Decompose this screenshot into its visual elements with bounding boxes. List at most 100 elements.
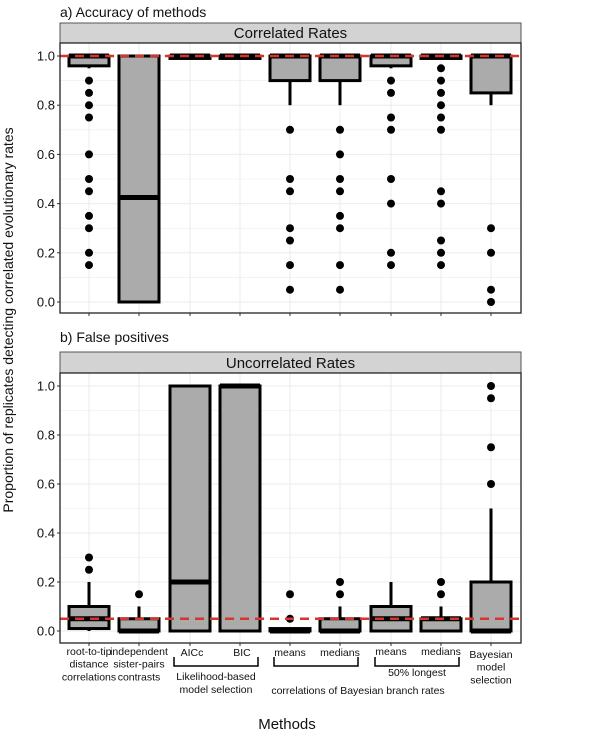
y-tick-label: 0.4 xyxy=(37,196,55,211)
group-label: 50% longest xyxy=(388,667,446,679)
x-tick-label: medians xyxy=(421,646,461,658)
x-tick-label: root-to-tip xyxy=(67,646,112,658)
panel-border xyxy=(59,372,522,644)
outlier-point xyxy=(85,175,93,183)
y-tick-label: 0.2 xyxy=(37,575,55,590)
outlier-point xyxy=(437,187,445,196)
outlier-point xyxy=(387,199,395,208)
y-tick-label: 0.6 xyxy=(37,477,55,492)
outlier-point xyxy=(437,88,445,97)
outlier-point xyxy=(437,113,445,122)
outlier-point xyxy=(487,224,495,233)
outlier-point xyxy=(387,88,395,97)
outlier-point xyxy=(437,101,445,110)
outlier-point xyxy=(487,382,495,390)
outlier-point xyxy=(437,590,445,599)
x-tick-label: BIC xyxy=(233,647,251,659)
outlier-point xyxy=(336,125,344,134)
panel-border xyxy=(59,42,522,314)
y-tick-label: 0.8 xyxy=(37,98,55,113)
outlier-point xyxy=(336,578,344,586)
outlier-point xyxy=(85,187,93,196)
outlier-point xyxy=(336,285,344,294)
outlier-point xyxy=(286,285,294,294)
outlier-point xyxy=(437,76,445,85)
x-axis-title: Methods xyxy=(258,716,316,733)
outlier-point xyxy=(85,261,93,270)
y-tick-label: 0.2 xyxy=(37,245,55,260)
outlier-point xyxy=(387,175,395,183)
outlier-point xyxy=(437,199,445,208)
outlier-point xyxy=(487,443,495,452)
outlier-point xyxy=(85,211,93,220)
outlier-point xyxy=(336,590,344,599)
outlier-point xyxy=(286,224,294,233)
y-axis-title: Proportion of replicates detecting corre… xyxy=(0,127,16,512)
group-bracket xyxy=(374,657,460,667)
outlier-point xyxy=(286,261,294,270)
x-tick-label: correlations xyxy=(62,671,116,683)
outlier-point xyxy=(437,578,445,586)
outlier-point xyxy=(487,298,495,306)
outlier-point xyxy=(135,590,143,599)
strip-label: Correlated Rates xyxy=(234,25,347,42)
box xyxy=(117,54,161,304)
outlier-point xyxy=(437,261,445,270)
x-tick-label: sister-pairs xyxy=(113,659,164,671)
x-tick-label: means xyxy=(274,647,306,659)
outlier-point xyxy=(286,590,294,599)
y-tick-label: 0.4 xyxy=(37,526,55,541)
outlier-point xyxy=(387,113,395,122)
outlier-point xyxy=(85,76,93,85)
x-tick-label: selection xyxy=(470,674,512,686)
x-tick-label: distance xyxy=(69,659,108,671)
outlier-point xyxy=(437,236,445,245)
box xyxy=(168,384,212,633)
strip-label: Uncorrelated Rates xyxy=(226,355,355,372)
outlier-point xyxy=(487,394,495,403)
outlier-point xyxy=(336,150,344,159)
group-label: model selection xyxy=(180,684,253,696)
y-tick-label: 0.0 xyxy=(37,295,55,310)
outlier-point xyxy=(437,125,445,134)
group-bracket xyxy=(173,657,259,667)
y-tick-label: 1.0 xyxy=(37,49,55,64)
x-tick-label: AICc xyxy=(181,647,204,659)
outlier-point xyxy=(286,125,294,134)
outlier-point xyxy=(85,113,93,122)
x-tick-label: model xyxy=(477,662,506,674)
y-tick-label: 0.8 xyxy=(37,428,55,443)
outlier-point xyxy=(286,187,294,196)
outlier-point xyxy=(387,261,395,270)
outlier-point xyxy=(85,248,93,257)
outlier-point xyxy=(336,261,344,270)
box xyxy=(268,54,312,83)
x-tick-label: means xyxy=(375,646,407,658)
outlier-point xyxy=(85,150,93,159)
outlier-point xyxy=(387,76,395,85)
group-bracket xyxy=(273,657,359,667)
outlier-point xyxy=(85,553,93,562)
box xyxy=(318,54,362,83)
outlier-point xyxy=(85,101,93,110)
y-tick-label: 1.0 xyxy=(37,379,55,394)
box xyxy=(218,384,262,633)
x-tick-label: independent xyxy=(110,646,168,658)
outlier-point xyxy=(437,248,445,257)
y-tick-label: 0.6 xyxy=(37,147,55,162)
outlier-point xyxy=(437,64,445,73)
box xyxy=(469,54,513,95)
x-tick-label: medians xyxy=(320,647,360,659)
outlier-point xyxy=(487,285,495,294)
x-tick-label: Bayesian xyxy=(469,649,512,661)
outlier-point xyxy=(487,480,495,488)
outlier-point xyxy=(85,88,93,97)
panel-title: b) False positives xyxy=(60,329,169,345)
outlier-point xyxy=(85,565,93,574)
outlier-point xyxy=(336,224,344,233)
outlier-point xyxy=(286,236,294,245)
group-caption: correlations of Bayesian branch rates xyxy=(271,685,444,697)
outlier-point xyxy=(85,224,93,233)
outlier-point xyxy=(387,125,395,134)
